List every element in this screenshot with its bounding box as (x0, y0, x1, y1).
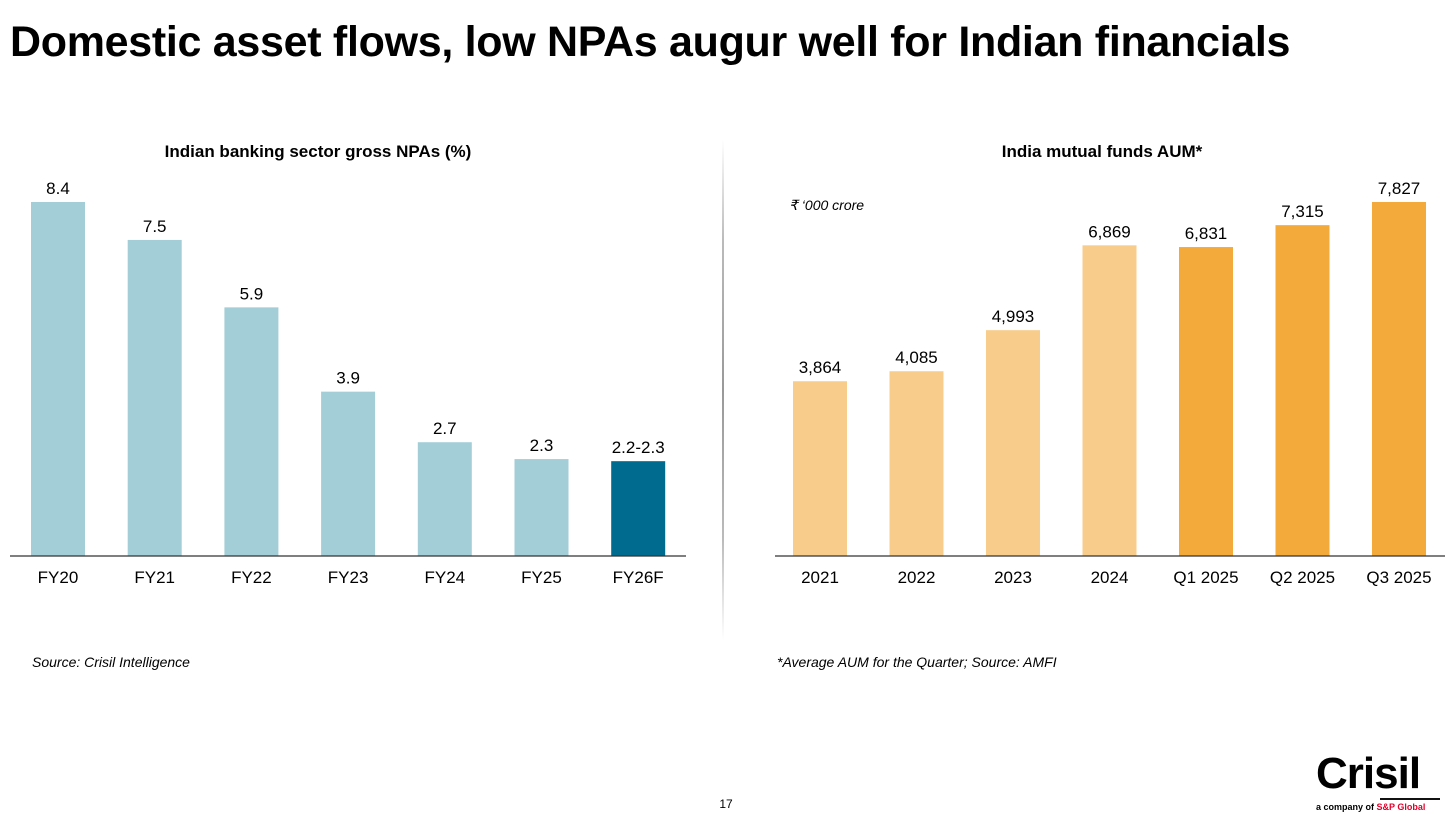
aum-x-tick-label: Q1 2025 (1173, 568, 1238, 587)
npa-data-label: 8.4 (46, 179, 70, 198)
aum-bar (986, 330, 1040, 556)
npa-x-tick-label: FY25 (521, 568, 562, 587)
npa-bar (321, 391, 376, 556)
aum-data-label: 6,869 (1088, 222, 1131, 241)
aum-x-tick-label: Q2 2025 (1270, 568, 1335, 587)
npa-bar (514, 459, 569, 556)
npa-bar (611, 461, 666, 556)
npa-x-tick-label: FY21 (134, 568, 175, 587)
npa-source-note: Source: Crisil Intelligence (32, 654, 190, 670)
npa-chart: Indian banking sector gross NPAs (%) Sou… (10, 142, 686, 670)
aum-x-tick-label: 2024 (1091, 568, 1129, 587)
npa-data-label: 5.9 (240, 284, 264, 303)
aum-bar (1275, 225, 1330, 556)
aum-chart-title: India mutual funds AUM* (1002, 142, 1203, 161)
npa-chart-title: Indian banking sector gross NPAs (%) (165, 142, 472, 161)
aum-unit-label: ₹ ‘000 crore (789, 197, 864, 213)
npa-data-label: 2.2-2.3 (612, 438, 665, 457)
npa-data-label: 2.7 (433, 419, 457, 438)
npa-x-tick-label: FY26F (613, 568, 664, 587)
aum-bar (1372, 202, 1426, 556)
aum-data-label: 3,864 (799, 358, 842, 377)
aum-data-label: 4,085 (895, 348, 938, 367)
aum-chart: India mutual funds AUM* ₹ ‘000 crore *Av… (775, 142, 1445, 670)
aum-data-label: 7,315 (1281, 202, 1324, 221)
slide-title: Domestic asset flows, low NPAs augur wel… (10, 18, 1291, 66)
npa-x-tick-label: FY23 (328, 568, 369, 587)
aum-x-tick-label: 2021 (801, 568, 839, 587)
npa-bar (31, 202, 85, 556)
aum-x-tick-label: Q3 2025 (1366, 568, 1431, 587)
npa-data-label: 3.9 (336, 369, 360, 388)
npa-x-tick-label: FY20 (38, 568, 79, 587)
aum-bar (1082, 245, 1137, 556)
npa-bar (127, 239, 182, 556)
npa-bar (417, 442, 472, 556)
aum-data-label: 7,827 (1378, 179, 1421, 198)
npa-data-label: 2.3 (530, 436, 554, 455)
aum-bar (793, 381, 847, 556)
aum-x-tick-label: 2023 (994, 568, 1032, 587)
npa-x-tick-label: FY24 (424, 568, 465, 587)
crisil-logo: Crisil a company of S&P Global (1316, 752, 1440, 812)
aum-data-label: 6,831 (1185, 224, 1228, 243)
panel-divider (722, 140, 724, 640)
aum-bar (889, 371, 944, 556)
aum-bar (1179, 247, 1233, 556)
npa-data-label: 7.5 (143, 217, 167, 236)
aum-source-note: *Average AUM for the Quarter; Source: AM… (777, 654, 1057, 670)
npa-bar (224, 307, 279, 556)
aum-x-tick-label: 2022 (898, 568, 936, 587)
page-number: 17 (719, 797, 733, 811)
npa-x-tick-label: FY22 (231, 568, 272, 587)
aum-data-label: 4,993 (992, 307, 1035, 326)
